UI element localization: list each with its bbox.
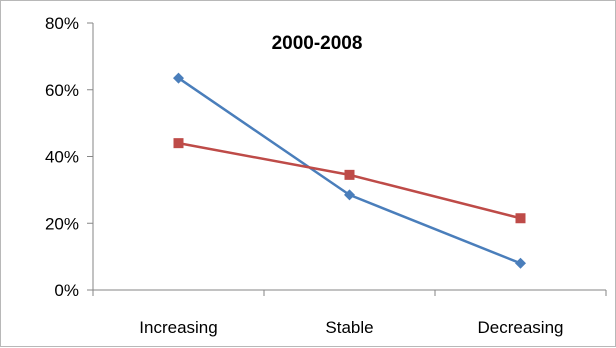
x-tick-label: Decreasing — [478, 318, 564, 337]
series-2-point — [344, 169, 355, 180]
y-tick-label: 40% — [45, 148, 79, 167]
y-tick-label: 80% — [45, 14, 79, 33]
y-tick-label: 0% — [54, 281, 79, 300]
series-2-line — [178, 141, 521, 220]
y-tick-label: 60% — [45, 81, 79, 100]
y-tick-label: 20% — [45, 214, 79, 233]
series-1-point — [344, 189, 355, 201]
x-tick-label: Increasing — [139, 318, 217, 337]
chart-title: 2000-2008 — [272, 33, 363, 54]
series-2-point — [515, 213, 526, 224]
series-2-point — [173, 138, 184, 149]
series-1-point — [515, 257, 526, 269]
x-tick-label: Stable — [325, 318, 373, 337]
series-1-point — [173, 72, 184, 84]
